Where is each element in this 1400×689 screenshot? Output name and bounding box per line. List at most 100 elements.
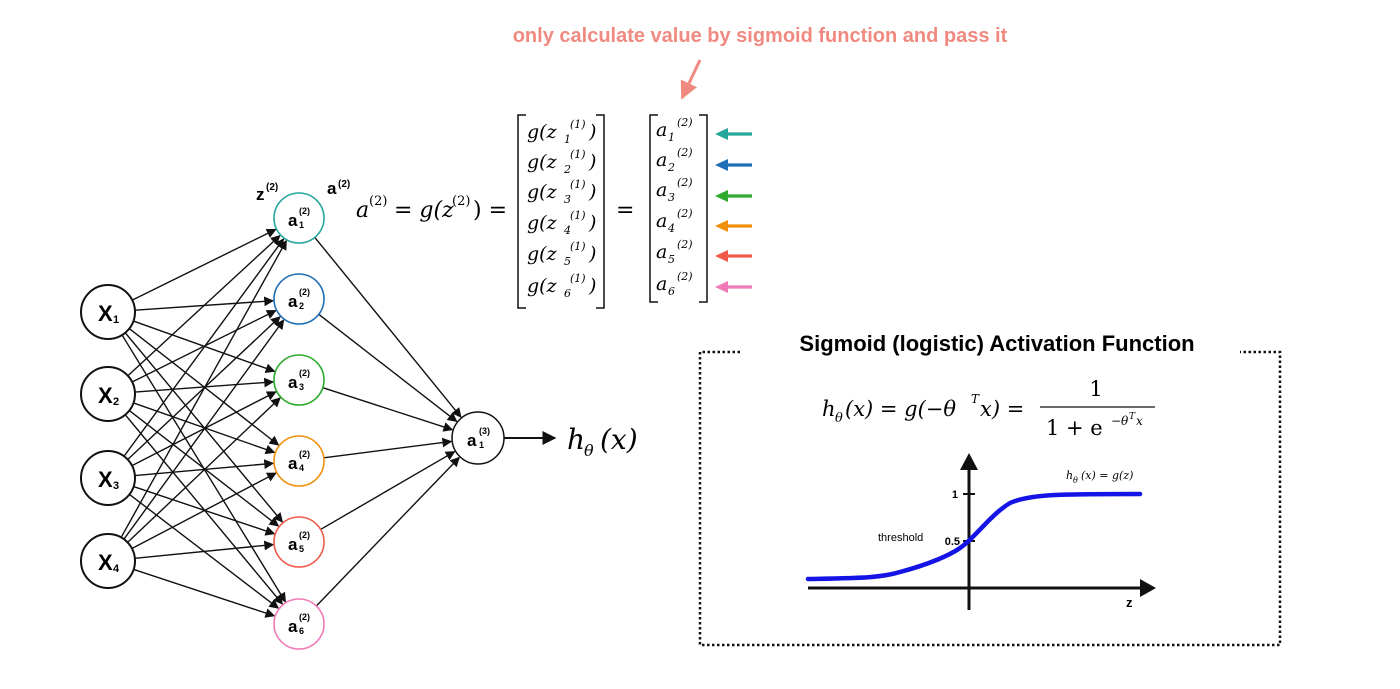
a-entry-1: a 1(2) [656, 116, 693, 144]
formula-h-sub: θ [835, 411, 843, 426]
hidden-node-label: a [288, 292, 298, 311]
a-label-sup: (2) [338, 179, 350, 190]
a-label: a [327, 179, 337, 198]
g-entry-5: g(z 5 (1)) [527, 240, 596, 268]
formula-arg: (x) = g(−θ [845, 397, 956, 421]
connection-arrow [131, 228, 277, 301]
hidden-node-sup: (2) [299, 530, 310, 540]
g-entry-sup: (1) [570, 272, 586, 285]
g-entry-6: g(z 6 (1)) [527, 272, 596, 300]
g-entry-sup: (1) [570, 209, 586, 222]
connection-arrow [134, 540, 275, 560]
curve-label-rest: (x) = g(z) [1081, 469, 1133, 482]
a-entry-sub: 3 [668, 191, 675, 204]
connection-arrow [123, 238, 285, 457]
activation-equation: a (2) = g(z (2) ) = [356, 194, 507, 223]
curve-label-sub: θ [1073, 476, 1078, 485]
g-entry-sub: 1 [564, 133, 571, 146]
a-entry-text: a [656, 119, 667, 141]
input-label: X [98, 467, 113, 492]
input-subscript: 4 [113, 563, 120, 575]
connection-arrow [133, 568, 276, 618]
a-entry-6: a 6(2) [656, 270, 693, 298]
connection-arrow [120, 239, 287, 538]
g-entry-close: ) [588, 243, 596, 265]
hidden-node-sub: 5 [299, 544, 304, 554]
hidden-node-4: a (2) 4 [273, 435, 325, 487]
a-entry-sup: (2) [677, 207, 693, 220]
g-entry-close: ) [588, 212, 596, 234]
eq-mid-end: ) = [473, 198, 507, 223]
input-subscript: 1 [113, 314, 119, 326]
a-entry-text: a [656, 210, 667, 232]
connection-arrow [322, 387, 454, 432]
input-node-2: X 2 [80, 366, 136, 422]
curve-label-h: h [1066, 469, 1073, 482]
a-entry-sub: 1 [668, 131, 675, 144]
sigmoid-box: Sigmoid (logistic) Activation Function h… [698, 331, 1282, 647]
z-axis-label: z [1126, 595, 1133, 610]
hidden-node-sup: (2) [299, 449, 310, 459]
hypothesis-h: h [567, 423, 585, 456]
a-entry-text: a [656, 241, 667, 263]
eq-mid-sup: (2) [452, 194, 470, 209]
g-entry-text: g(z [527, 212, 558, 234]
input-subscript: 2 [113, 396, 119, 408]
g-entry-text: g(z [527, 151, 558, 173]
threshold-label: threshold [878, 532, 923, 544]
activation-arrow-3 [715, 190, 752, 202]
a-entry-sup: (2) [677, 116, 693, 129]
connection-arrow [315, 456, 460, 607]
output-superscript: (3) [479, 426, 490, 436]
hidden-node-sup: (2) [299, 206, 310, 216]
network-connections [120, 228, 462, 618]
activation-arrow-4 [715, 220, 752, 232]
g-entry-text: g(z [527, 121, 558, 143]
hidden-layer: a (2)1a (2)2a (2)3a (2)4a (2)5a (2)6 [273, 192, 325, 650]
hidden-node-sub: 1 [299, 220, 304, 230]
connection-arrow [131, 472, 277, 550]
formula-T: T [971, 392, 980, 406]
connection-arrow [127, 397, 281, 543]
connection-arrow [318, 313, 458, 423]
annotation-text: only calculate value by sigmoid function… [513, 25, 1008, 47]
connection-arrow [133, 402, 276, 455]
g-entry-sup: (1) [570, 178, 586, 191]
z-label: z [256, 185, 265, 204]
g-entry-4: g(z 4 (1)) [527, 209, 596, 237]
hidden-node-label: a [288, 373, 298, 392]
activation-arrow-1 [715, 128, 752, 140]
z-axis-arrowhead [1140, 579, 1156, 597]
annotation-arrow [680, 59, 702, 100]
a-entry-sup: (2) [677, 270, 693, 283]
a-entry-3: a 3(2) [656, 176, 693, 204]
hidden-node-6: a (2) 6 [273, 598, 325, 650]
sigmoid-formula: h θ (x) = g(−θ T x) = 1 1 + e −θ T x [822, 377, 1155, 440]
activation-arrow-2 [715, 159, 752, 171]
hidden-node-3: a (2) 3 [273, 354, 325, 406]
g-vector-left-bracket [517, 114, 526, 309]
hidden-node-sup: (2) [299, 287, 310, 297]
hidden-node-sub: 6 [299, 626, 304, 636]
g-entry-sub: 4 [563, 224, 571, 237]
g-entry-sub: 5 [564, 255, 571, 268]
eq-mid: = g(z [394, 198, 454, 223]
hidden-node-5: a (2) 5 [273, 516, 325, 568]
g-entry-text: g(z [527, 275, 558, 297]
eq-lhs-sup: (2) [369, 194, 387, 209]
g-entry-1: g(z 1 (1)) [527, 118, 596, 146]
hidden-node-sub: 2 [299, 301, 304, 311]
vector-equals: = [616, 198, 634, 223]
g-entry-3: g(z 3 (1)) [527, 178, 596, 206]
a-entry-5: a 5(2) [656, 238, 693, 266]
output-label: a [467, 431, 477, 450]
tick-half-label: 0.5 [945, 536, 960, 548]
input-label: X [98, 301, 113, 326]
sigmoid-box-title: Sigmoid (logistic) Activation Function [799, 331, 1194, 356]
activation-arrows [715, 128, 752, 293]
sigmoid-box-border [698, 350, 1282, 647]
a-entry-sup: (2) [677, 146, 693, 159]
g-entry-close: ) [588, 275, 596, 297]
input-node-1: X 1 [80, 284, 136, 340]
connection-arrow [314, 236, 462, 418]
